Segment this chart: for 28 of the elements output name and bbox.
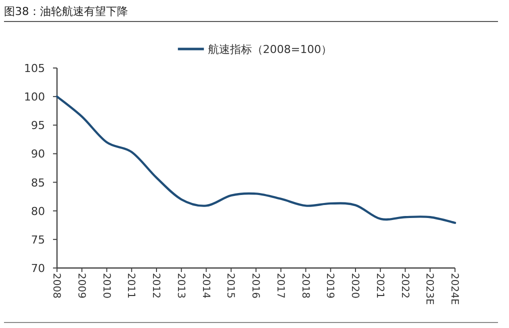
x-tick-label: 2013 [174, 273, 186, 298]
x-tick-label: 2016 [250, 273, 260, 298]
x-tick-label: 2015 [224, 273, 236, 298]
x-tick-label: 2008 [50, 273, 62, 298]
x-tick-label: 2020 [349, 273, 360, 298]
x-tick-label: 2019 [324, 273, 336, 298]
x-tick-label: 2022 [398, 273, 410, 298]
y-tick-label: 100 [24, 90, 45, 104]
line-series [56, 95, 456, 224]
x-tick-label: 2009 [75, 273, 86, 298]
x-tick-label: 2014 [200, 273, 211, 298]
y-tick-label: 85 [31, 176, 45, 190]
x-tick-label: 2011 [125, 273, 136, 298]
y-tick-label: 80 [31, 204, 45, 218]
legend-label: 航速指标（2008=100） [208, 43, 332, 56]
x-tick-label: 2021 [374, 273, 385, 298]
x-tick-label: 2012 [150, 273, 161, 298]
y-tick-label: 90 [31, 148, 45, 161]
x-tick-label: 2018 [299, 273, 310, 298]
y-tick-label: 105 [24, 62, 45, 75]
chart-title: 图38：油轮航速有望下降 [4, 5, 128, 18]
y-tick-label: 75 [31, 233, 45, 246]
x-tick-label: 2010 [100, 273, 112, 298]
y-tick-label: 70 [31, 262, 45, 275]
x-tick-label: 2023E [424, 273, 435, 305]
y-tick-label: 95 [31, 119, 45, 132]
x-tick-label: 2024E [448, 273, 460, 305]
x-tick-label: 2017 [274, 273, 286, 298]
